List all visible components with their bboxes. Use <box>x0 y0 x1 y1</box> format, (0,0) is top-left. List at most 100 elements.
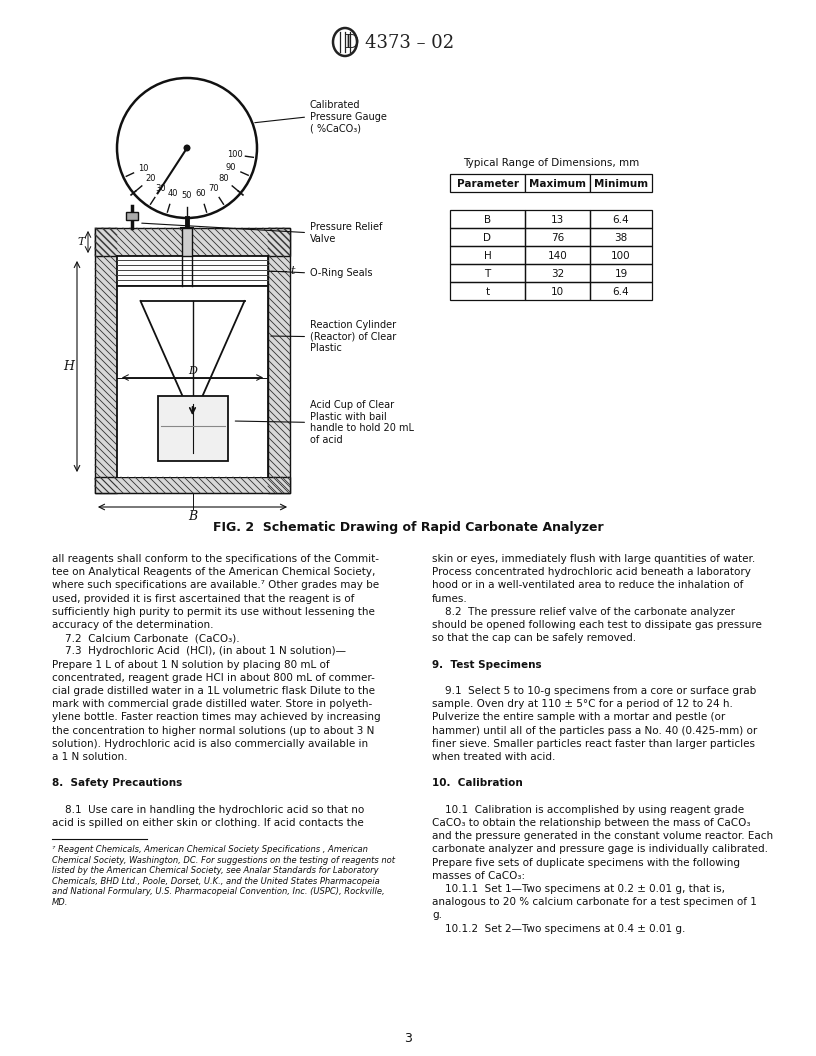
Text: a 1 N solution.: a 1 N solution. <box>52 752 127 762</box>
Bar <box>95 228 290 256</box>
Text: H: H <box>64 360 74 373</box>
Text: Calibrated
Pressure Gauge
( %CaCO₃): Calibrated Pressure Gauge ( %CaCO₃) <box>255 100 387 133</box>
Text: 70: 70 <box>208 184 219 193</box>
Text: 13: 13 <box>551 215 564 225</box>
Text: 10.1  Calibration is accomplished by using reagent grade: 10.1 Calibration is accomplished by usin… <box>432 805 744 815</box>
Text: mark with commercial grade distilled water. Store in polyeth-: mark with commercial grade distilled wat… <box>52 699 372 710</box>
Text: where such specifications are available.⁷ Other grades may be: where such specifications are available.… <box>52 581 379 590</box>
Text: 30: 30 <box>156 184 166 193</box>
Bar <box>525 246 590 264</box>
Text: Minimum: Minimum <box>594 180 648 189</box>
Text: D: D <box>188 365 197 376</box>
Text: sample. Oven dry at 110 ± 5°C for a period of 12 to 24 h.: sample. Oven dry at 110 ± 5°C for a peri… <box>432 699 733 710</box>
Text: the concentration to higher normal solutions (up to about 3 N: the concentration to higher normal solut… <box>52 725 375 736</box>
Text: 140: 140 <box>548 251 567 261</box>
Text: 90: 90 <box>225 163 236 172</box>
Bar <box>95 228 117 493</box>
Text: T: T <box>78 237 85 247</box>
Text: Chemicals, BHD Ltd., Poole, Dorset, U.K., and the United States Pharmacopeia: Chemicals, BHD Ltd., Poole, Dorset, U.K.… <box>52 876 379 886</box>
Text: acid is spilled on either skin or clothing. If acid contacts the: acid is spilled on either skin or clothi… <box>52 818 364 828</box>
Text: Process concentrated hydrochloric acid beneath a laboratory: Process concentrated hydrochloric acid b… <box>432 567 751 578</box>
Text: Pulverize the entire sample with a mortar and pestle (or: Pulverize the entire sample with a morta… <box>432 713 725 722</box>
Text: so that the cap can be safely removed.: so that the cap can be safely removed. <box>432 634 636 643</box>
Text: MD.: MD. <box>52 898 69 907</box>
Bar <box>95 477 290 493</box>
Bar <box>157 396 228 461</box>
Bar <box>182 228 192 256</box>
Text: ylene bottle. Faster reaction times may achieved by increasing: ylene bottle. Faster reaction times may … <box>52 713 380 722</box>
Text: 3: 3 <box>404 1032 412 1044</box>
Text: 10.1.2  Set 2—Two specimens at 0.4 ± 0.01 g.: 10.1.2 Set 2—Two specimens at 0.4 ± 0.01… <box>432 924 685 934</box>
Text: skin or eyes, immediately flush with large quantities of water.: skin or eyes, immediately flush with lar… <box>432 554 756 564</box>
Text: tee on Analytical Reagents of the American Chemical Society,: tee on Analytical Reagents of the Americ… <box>52 567 375 578</box>
Text: O-Ring Seals: O-Ring Seals <box>271 268 372 278</box>
Text: analogous to 20 % calcium carbonate for a test specimen of 1: analogous to 20 % calcium carbonate for … <box>432 898 757 907</box>
Bar <box>450 246 525 264</box>
Text: B: B <box>484 215 491 225</box>
Text: CaCO₃ to obtain the relationship between the mass of CaCO₃: CaCO₃ to obtain the relationship between… <box>432 818 751 828</box>
Text: used, provided it is first ascertained that the reagent is of: used, provided it is first ascertained t… <box>52 593 354 604</box>
Text: Prepare 1 L of about 1 N solution by placing 80 mL of: Prepare 1 L of about 1 N solution by pla… <box>52 660 330 670</box>
Text: and National Formulary, U.S. Pharmacopeial Convention, Inc. (USPC), Rockville,: and National Formulary, U.S. Pharmacopei… <box>52 887 384 897</box>
Text: and the pressure generated in the constant volume reactor. Each: and the pressure generated in the consta… <box>432 831 773 842</box>
Text: t: t <box>290 266 295 276</box>
Text: hammer) until all of the particles pass a No. 40 (0.425-mm) or: hammer) until all of the particles pass … <box>432 725 757 736</box>
Text: when treated with acid.: when treated with acid. <box>432 752 556 762</box>
Bar <box>450 210 525 228</box>
Text: all reagents shall conform to the specifications of the Commit-: all reagents shall conform to the specif… <box>52 554 379 564</box>
Text: 10: 10 <box>551 287 564 297</box>
Text: B: B <box>188 510 197 524</box>
Text: Acid Cup of Clear
Plastic with bail
handle to hold 20 mL
of acid: Acid Cup of Clear Plastic with bail hand… <box>235 400 414 445</box>
Text: Prepare five sets of duplicate specimens with the following: Prepare five sets of duplicate specimens… <box>432 857 740 868</box>
Text: ⁷ Reagent Chemicals, American Chemical Society Specifications , American: ⁷ Reagent Chemicals, American Chemical S… <box>52 845 368 854</box>
Text: 8.  Safety Precautions: 8. Safety Precautions <box>52 778 182 789</box>
Bar <box>590 282 652 300</box>
Text: cial grade distilled water in a 1L volumetric flask Dilute to the: cial grade distilled water in a 1L volum… <box>52 686 375 696</box>
Text: Pressure Relief
Valve: Pressure Relief Valve <box>142 222 383 244</box>
Text: Maximum: Maximum <box>529 180 586 189</box>
Bar <box>126 212 138 220</box>
Text: Reaction Cylinder
(Reactor) of Clear
Plastic: Reaction Cylinder (Reactor) of Clear Pla… <box>271 320 397 353</box>
Text: 7.2  Calcium Carbonate  (CaCO₃).: 7.2 Calcium Carbonate (CaCO₃). <box>52 634 240 643</box>
Bar <box>590 246 652 264</box>
Text: sufficiently high purity to permit its use without lessening the: sufficiently high purity to permit its u… <box>52 607 375 617</box>
Text: T: T <box>485 269 490 279</box>
Text: FIG. 2  Schematic Drawing of Rapid Carbonate Analyzer: FIG. 2 Schematic Drawing of Rapid Carbon… <box>213 522 603 534</box>
Text: D 4373 – 02: D 4373 – 02 <box>345 34 455 52</box>
Text: 9.  Test Specimens: 9. Test Specimens <box>432 660 542 670</box>
Text: 9.1  Select 5 to 10-g specimens from a core or surface grab: 9.1 Select 5 to 10-g specimens from a co… <box>432 686 756 696</box>
Text: 10.1.1  Set 1—Two specimens at 0.2 ± 0.01 g, that is,: 10.1.1 Set 1—Two specimens at 0.2 ± 0.01… <box>432 884 725 894</box>
Bar <box>525 174 590 192</box>
Text: 6.4: 6.4 <box>613 287 629 297</box>
Circle shape <box>117 78 257 218</box>
Text: 10.  Calibration: 10. Calibration <box>432 778 523 789</box>
Bar <box>525 282 590 300</box>
Text: 19: 19 <box>614 269 628 279</box>
Bar <box>525 210 590 228</box>
Text: carbonate analyzer and pressure gage is individually calibrated.: carbonate analyzer and pressure gage is … <box>432 845 768 854</box>
Text: 76: 76 <box>551 233 564 243</box>
Text: finer sieve. Smaller particles react faster than larger particles: finer sieve. Smaller particles react fas… <box>432 739 755 749</box>
Text: 6.4: 6.4 <box>613 215 629 225</box>
Bar <box>590 210 652 228</box>
Bar <box>450 174 525 192</box>
Text: Typical Range of Dimensions, mm: Typical Range of Dimensions, mm <box>463 158 639 168</box>
Bar <box>590 174 652 192</box>
Bar <box>590 264 652 282</box>
Text: listed by the American Chemical Society, see Analar Standards for Laboratory: listed by the American Chemical Society,… <box>52 866 379 875</box>
Text: hood or in a well-ventilated area to reduce the inhalation of: hood or in a well-ventilated area to red… <box>432 581 743 590</box>
Text: 10: 10 <box>138 164 149 173</box>
Text: fumes.: fumes. <box>432 593 468 604</box>
Bar <box>525 228 590 246</box>
Text: g.: g. <box>432 910 442 921</box>
Text: 8.2  The pressure relief valve of the carbonate analyzer: 8.2 The pressure relief valve of the car… <box>432 607 735 617</box>
Text: 60: 60 <box>196 189 206 199</box>
Text: Chemical Society, Washington, DC. For suggestions on the testing of reagents not: Chemical Society, Washington, DC. For su… <box>52 855 395 865</box>
Bar <box>590 228 652 246</box>
Text: masses of CaCO₃:: masses of CaCO₃: <box>432 871 526 881</box>
Bar <box>525 264 590 282</box>
Text: 50: 50 <box>182 191 193 201</box>
Circle shape <box>184 145 190 151</box>
Text: 20: 20 <box>145 174 156 184</box>
Text: 40: 40 <box>168 189 178 199</box>
